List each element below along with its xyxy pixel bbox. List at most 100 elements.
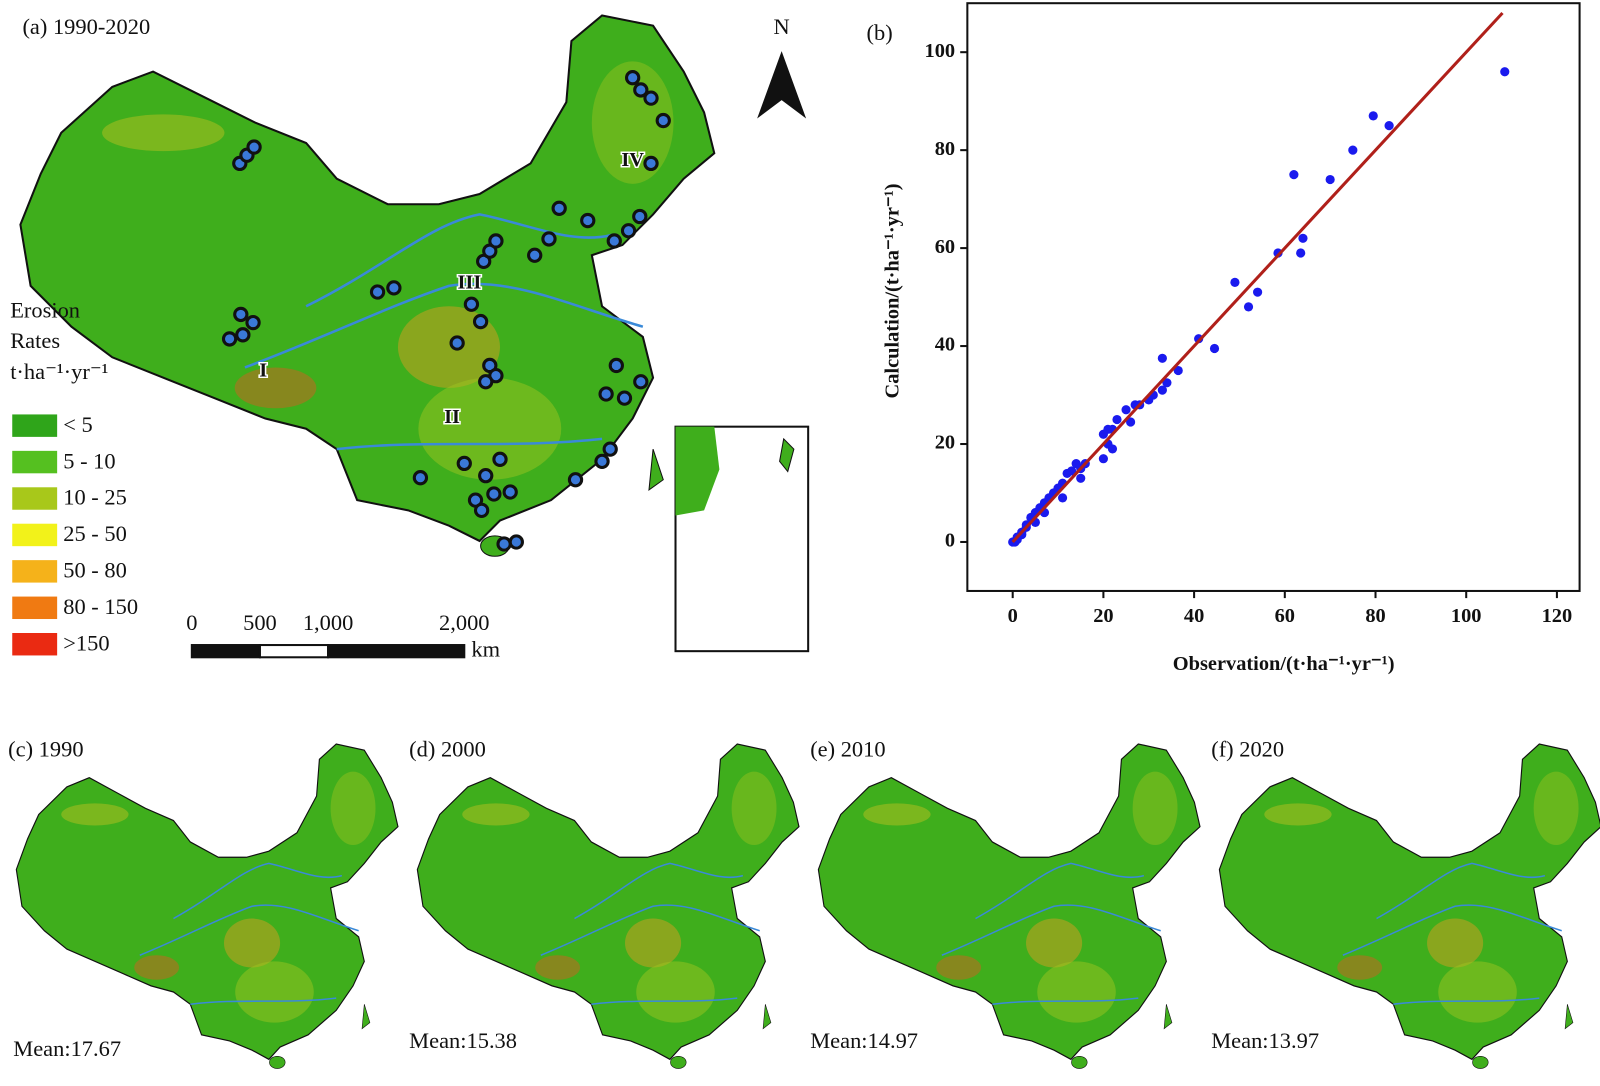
scale-label: 1,000 — [303, 610, 353, 635]
point — [1384, 121, 1394, 131]
x-tick-label: 120 — [1542, 605, 1573, 627]
point — [1289, 170, 1299, 180]
legend-label: 25 - 50 — [63, 521, 127, 546]
legend: Erosion Rates t·ha⁻¹·yr⁻¹ < 5 5 - 10 10 - 25 2… — [10, 298, 138, 656]
scale-label: 0 — [186, 610, 197, 635]
x-tick-label: 80 — [1365, 605, 1385, 627]
legend-swatch — [12, 487, 58, 510]
legend-label: 50 - 80 — [63, 558, 127, 583]
point — [1157, 353, 1167, 363]
point — [1057, 493, 1068, 503]
y-tick-label: 0 — [945, 530, 955, 552]
x-tick-label: 100 — [1451, 605, 1482, 627]
legend-label: 10 - 25 — [63, 485, 127, 510]
y-tick-label: 60 — [935, 236, 955, 258]
panel-label: (e) 2010 — [810, 736, 885, 761]
mean-text: Mean:17.67 — [13, 1036, 121, 1061]
mean-text: Mean:14.97 — [810, 1028, 918, 1053]
point — [1298, 233, 1308, 243]
x-tick-label: 20 — [1093, 605, 1113, 627]
point — [1126, 417, 1136, 427]
scale-label: 500 — [243, 610, 277, 635]
point — [1098, 429, 1108, 439]
mean-label: Mean: — [1211, 1028, 1268, 1053]
panel-label: (c) 1990 — [8, 736, 83, 761]
point — [1500, 67, 1510, 77]
point — [1325, 174, 1335, 185]
x-tick-label: 60 — [1275, 605, 1295, 627]
mean-text: Mean:15.38 — [409, 1028, 517, 1053]
point — [1112, 414, 1122, 425]
scale-segment — [327, 644, 466, 659]
point — [1243, 302, 1254, 312]
point — [1273, 248, 1283, 258]
legend-label: 80 - 150 — [63, 594, 138, 619]
legend-label: < 5 — [63, 412, 92, 437]
scatter-chart: (b) 0 20 40 60 80 100 120 0 20 40 60 80 100 Observatio… — [867, 2, 1581, 675]
scale-segment — [258, 644, 330, 659]
mean-value: 14.97 — [868, 1028, 918, 1053]
legend-label: 5 - 10 — [63, 448, 115, 473]
point — [1098, 454, 1108, 464]
point — [1062, 468, 1072, 478]
y-tick-label: 100 — [925, 40, 956, 62]
north-arrow — [757, 51, 807, 119]
mean-value: 13.97 — [1269, 1028, 1319, 1053]
fit-line — [1011, 11, 1504, 544]
small-map: (e) 2010 Mean:14.97 — [810, 736, 1200, 1068]
mean-text: Mean:13.97 — [1211, 1028, 1319, 1053]
legend-swatch — [12, 560, 58, 583]
plot-frame — [966, 2, 1581, 592]
region-label: II — [444, 406, 460, 428]
small-map: (d) 2000 Mean:15.38 — [409, 736, 799, 1068]
point — [1162, 378, 1172, 388]
legend-swatch — [12, 633, 58, 656]
mean-label: Mean: — [13, 1036, 70, 1061]
mean-value: 17.67 — [71, 1036, 121, 1061]
legend-swatch — [12, 450, 58, 474]
panel-label: (f) 2020 — [1211, 736, 1284, 761]
small-map: (f) 2020 Mean:13.97 — [1211, 736, 1600, 1068]
region-label: III — [457, 272, 481, 294]
y-axis-label: Calculation/(t·ha⁻¹·yr⁻¹) — [882, 183, 904, 398]
legend-title: Rates — [10, 328, 60, 353]
stations — [221, 70, 671, 552]
y-tick-label: 20 — [935, 432, 955, 454]
mean-label: Mean: — [409, 1028, 466, 1053]
point — [1194, 334, 1204, 344]
legend-swatch — [12, 414, 58, 437]
point — [1121, 405, 1131, 415]
mean-value: 15.38 — [467, 1028, 517, 1053]
point — [1107, 444, 1118, 454]
y-tick-label: 40 — [935, 334, 955, 356]
point — [1230, 277, 1240, 287]
panel-label: (d) 2000 — [409, 736, 486, 761]
legend-label: >150 — [63, 630, 109, 655]
x-tick-label: 40 — [1184, 605, 1204, 627]
point — [1348, 145, 1358, 155]
legend-swatch — [12, 596, 58, 620]
legend-title: t·ha⁻¹·yr⁻¹ — [10, 359, 108, 384]
legend-title: Erosion — [10, 298, 80, 323]
point — [1296, 248, 1306, 258]
point — [1173, 365, 1183, 376]
region-label: IV — [621, 149, 644, 171]
small-map: (c) 1990 Mean:17.67 — [8, 736, 398, 1068]
point — [1076, 473, 1086, 483]
scale-segment — [190, 644, 261, 659]
point — [1010, 537, 1020, 547]
region-label: I — [259, 359, 267, 381]
scale-label: 2,000 — [439, 610, 489, 635]
point — [1253, 287, 1263, 297]
panel-label: (a) 1990-2020 — [22, 14, 150, 39]
point — [1157, 385, 1167, 395]
north-label: N — [774, 14, 790, 39]
panel-label: (b) — [867, 20, 893, 45]
scale-unit: km — [471, 636, 500, 661]
point — [1209, 343, 1220, 354]
x-axis-label: Observation/(t·ha⁻¹·yr⁻¹) — [1173, 653, 1395, 675]
point — [1071, 459, 1081, 469]
